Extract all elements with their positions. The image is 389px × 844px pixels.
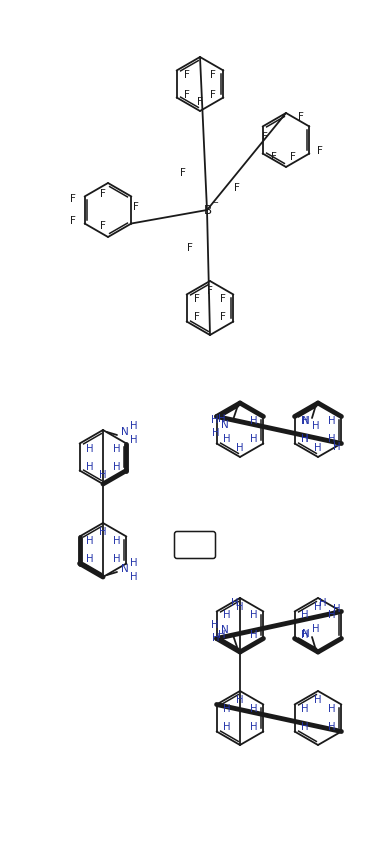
Text: H: H bbox=[301, 722, 308, 733]
Text: F: F bbox=[234, 183, 240, 193]
Text: H: H bbox=[301, 435, 308, 445]
Text: H: H bbox=[250, 435, 257, 445]
Text: H: H bbox=[211, 415, 219, 425]
Text: F: F bbox=[317, 145, 323, 155]
Text: F: F bbox=[100, 189, 106, 199]
Text: H: H bbox=[231, 598, 239, 608]
Text: H: H bbox=[218, 414, 225, 425]
Text: H: H bbox=[211, 620, 219, 630]
Text: H: H bbox=[212, 633, 220, 643]
Text: H: H bbox=[328, 704, 335, 713]
Text: F: F bbox=[70, 194, 75, 204]
Text: H: H bbox=[333, 603, 340, 614]
Text: H: H bbox=[236, 443, 244, 453]
Text: H: H bbox=[328, 435, 335, 445]
Text: Abs.: Abs. bbox=[184, 540, 206, 550]
Text: H: H bbox=[130, 572, 138, 582]
Text: F: F bbox=[180, 168, 186, 178]
Text: H: H bbox=[319, 598, 327, 608]
Text: −: − bbox=[212, 198, 219, 208]
Text: H: H bbox=[328, 610, 335, 620]
Text: F: F bbox=[210, 89, 216, 100]
Text: H: H bbox=[130, 558, 138, 568]
Text: F: F bbox=[194, 312, 200, 322]
Text: H: H bbox=[314, 443, 322, 453]
Text: F: F bbox=[184, 69, 189, 79]
Text: H: H bbox=[99, 527, 107, 537]
Text: H: H bbox=[250, 416, 257, 426]
Text: H: H bbox=[328, 416, 335, 426]
Text: H: H bbox=[250, 610, 257, 620]
Text: H: H bbox=[328, 722, 335, 733]
Text: H: H bbox=[301, 610, 308, 620]
Text: H: H bbox=[312, 421, 320, 431]
Text: F: F bbox=[194, 294, 200, 304]
Text: N: N bbox=[221, 420, 229, 430]
Text: H: H bbox=[250, 704, 257, 713]
Text: F: F bbox=[133, 203, 139, 213]
Text: H: H bbox=[314, 602, 322, 612]
Text: F: F bbox=[221, 294, 226, 304]
Text: H: H bbox=[301, 416, 308, 426]
FancyBboxPatch shape bbox=[175, 532, 216, 559]
Text: H: H bbox=[333, 441, 340, 452]
Text: B: B bbox=[204, 204, 212, 218]
Text: F: F bbox=[221, 312, 226, 322]
Text: H: H bbox=[86, 462, 93, 472]
Text: H: H bbox=[113, 462, 120, 472]
Text: H: H bbox=[86, 443, 93, 453]
Text: H: H bbox=[301, 435, 308, 445]
Text: H: H bbox=[113, 554, 120, 564]
Text: H: H bbox=[99, 470, 107, 480]
Text: H: H bbox=[301, 630, 308, 640]
Text: N: N bbox=[221, 625, 229, 635]
Text: H: H bbox=[218, 630, 225, 641]
Text: H: H bbox=[250, 722, 257, 733]
Text: F: F bbox=[207, 286, 213, 296]
Text: N: N bbox=[121, 427, 129, 437]
Text: F: F bbox=[271, 152, 277, 161]
Text: H: H bbox=[113, 443, 120, 453]
Text: F: F bbox=[197, 97, 203, 107]
Text: H: H bbox=[223, 610, 230, 620]
Text: H: H bbox=[236, 695, 244, 705]
Text: F: F bbox=[100, 221, 106, 231]
Text: H: H bbox=[113, 535, 120, 545]
Text: H: H bbox=[212, 428, 220, 438]
Text: H: H bbox=[130, 435, 138, 445]
Text: F: F bbox=[290, 152, 296, 162]
Text: H: H bbox=[223, 704, 230, 713]
Text: H: H bbox=[236, 602, 244, 612]
Text: F: F bbox=[210, 69, 216, 79]
Text: F: F bbox=[298, 111, 304, 122]
Text: H: H bbox=[314, 695, 322, 705]
Text: H: H bbox=[301, 704, 308, 713]
Text: H: H bbox=[250, 630, 257, 640]
Text: H: H bbox=[86, 554, 93, 564]
Text: N: N bbox=[121, 564, 129, 574]
Text: H: H bbox=[312, 624, 320, 634]
Text: F: F bbox=[184, 89, 189, 100]
Text: F: F bbox=[262, 132, 268, 142]
Text: H: H bbox=[86, 535, 93, 545]
Text: H: H bbox=[223, 435, 230, 445]
Text: F: F bbox=[70, 215, 75, 225]
Text: F: F bbox=[187, 243, 193, 253]
Text: N: N bbox=[302, 629, 310, 639]
Text: H: H bbox=[130, 421, 138, 431]
Text: H: H bbox=[223, 722, 230, 733]
Text: N: N bbox=[302, 416, 310, 426]
